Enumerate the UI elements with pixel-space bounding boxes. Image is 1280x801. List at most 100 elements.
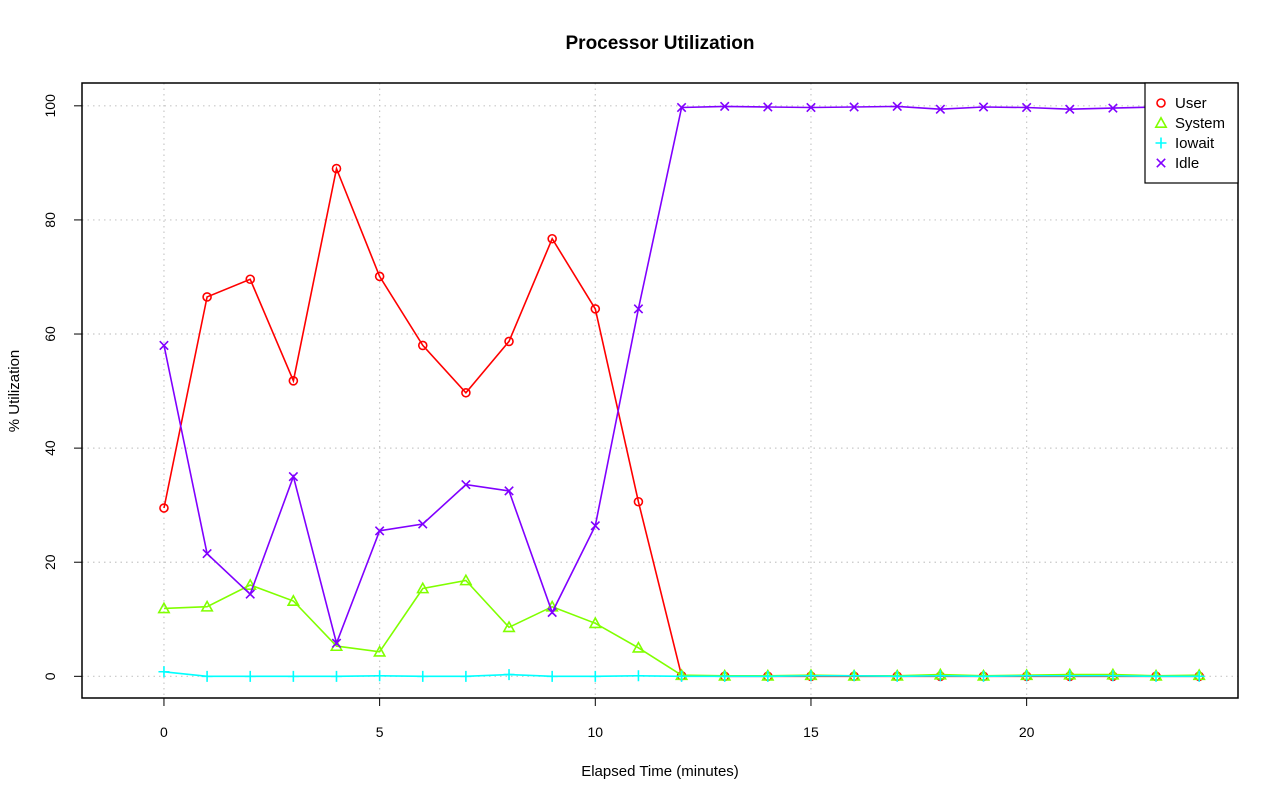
series-user [159, 163, 1204, 682]
x-axis-label: Elapsed Time (minutes) [581, 763, 739, 780]
data-point-iowait [287, 670, 299, 682]
data-point-iowait [891, 670, 903, 682]
data-point-idle [374, 526, 385, 536]
legend-marker-user [1156, 98, 1166, 108]
data-point-system [416, 581, 430, 594]
series-line-user [163, 165, 1200, 678]
data-point-system [459, 573, 473, 586]
y-tick-label: 40 [42, 440, 58, 456]
data-point-idle [676, 102, 687, 113]
data-point-idle [849, 102, 859, 112]
legend-label-iowait: Iowait [1175, 135, 1215, 152]
data-point-system [200, 599, 214, 612]
data-point-iowait [1193, 670, 1205, 682]
y-tick-label: 80 [42, 212, 58, 228]
data-point-user [374, 271, 385, 282]
data-point-iowait [1064, 670, 1076, 682]
data-point-iowait [330, 670, 342, 682]
x-tick-label: 5 [376, 724, 384, 740]
legend-item-system: System [1154, 115, 1225, 132]
data-point-iowait [589, 670, 601, 682]
data-point-user [547, 233, 557, 244]
x-tick-label: 10 [588, 724, 604, 740]
data-point-idle [202, 548, 212, 559]
data-point-system [631, 640, 645, 653]
data-point-user [202, 292, 212, 302]
plot-frame [81, 82, 1239, 699]
data-point-iowait [546, 670, 558, 682]
data-point-iowait [158, 666, 170, 678]
data-point-idle [331, 638, 342, 648]
legend-label-system: System [1175, 115, 1225, 132]
data-point-iowait [978, 670, 990, 682]
data-point-iowait [201, 670, 213, 682]
legend-label-user: User [1175, 95, 1207, 112]
data-point-user [590, 304, 601, 314]
data-point-user [461, 387, 471, 398]
y-tick-label: 60 [42, 326, 58, 342]
data-point-idle [159, 340, 169, 351]
data-point-idle [245, 589, 255, 599]
data-point-iowait [244, 670, 256, 682]
data-point-system [588, 616, 602, 629]
data-point-iowait [848, 670, 860, 682]
legend-label-idle: Idle [1175, 155, 1199, 172]
data-point-iowait [417, 670, 429, 682]
x-tick-label: 0 [160, 724, 168, 740]
legend-item-idle: Idle [1156, 155, 1199, 172]
data-point-user [245, 274, 256, 285]
data-point-iowait [719, 670, 731, 682]
data-point-iowait [1021, 670, 1033, 682]
data-point-idle [978, 102, 989, 112]
data-point-iowait [676, 670, 688, 682]
y-axis-label: % Utilization [6, 350, 23, 433]
y-tick-label: 20 [42, 554, 58, 570]
x-tick-label: 15 [803, 724, 819, 740]
data-point-iowait [1150, 670, 1162, 682]
series-system [157, 573, 1206, 681]
data-point-system [502, 620, 516, 633]
data-point-idle [935, 104, 946, 115]
data-point-user [331, 163, 342, 174]
data-point-idle [288, 471, 299, 482]
series-line-system [163, 579, 1200, 677]
legend-item-iowait: Iowait [1155, 135, 1215, 152]
data-point-idle [504, 486, 514, 496]
data-point-idle [1108, 103, 1118, 113]
data-point-user [159, 503, 169, 513]
data-point-system [286, 594, 300, 606]
data-point-iowait [762, 670, 774, 682]
x-tick-label: 20 [1019, 724, 1035, 740]
axes-layer: 0 5 10 15 20 0 20 40 60 80 100 [42, 94, 1035, 740]
data-point-iowait [632, 670, 644, 682]
data-point-user [504, 336, 514, 347]
legend: User System Iowait Idle [1144, 82, 1239, 184]
data-point-idle [892, 101, 903, 112]
data-point-idle [806, 102, 816, 113]
data-point-idle [633, 304, 644, 314]
grid-lines [82, 83, 1238, 698]
data-point-idle [417, 519, 428, 529]
data-point-system [157, 601, 171, 614]
legend-item-user: User [1156, 95, 1207, 112]
data-point-iowait [374, 670, 386, 682]
data-point-iowait [503, 669, 515, 681]
y-tick-label: 100 [42, 94, 58, 118]
data-point-idle [719, 101, 730, 112]
legend-marker-system [1154, 116, 1168, 128]
y-tick-label: 0 [42, 672, 58, 680]
data-point-idle [763, 102, 773, 112]
series-idle [159, 101, 1204, 648]
data-point-iowait [460, 670, 472, 682]
data-point-idle [1021, 102, 1032, 113]
legend-marker-idle [1156, 158, 1166, 168]
data-point-iowait [805, 670, 817, 682]
data-point-idle [1065, 104, 1075, 115]
data-point-system [373, 644, 387, 657]
data-point-system [243, 578, 257, 591]
data-point-idle [590, 520, 601, 531]
data-point-iowait [1107, 670, 1119, 682]
data-point-user [288, 376, 299, 386]
